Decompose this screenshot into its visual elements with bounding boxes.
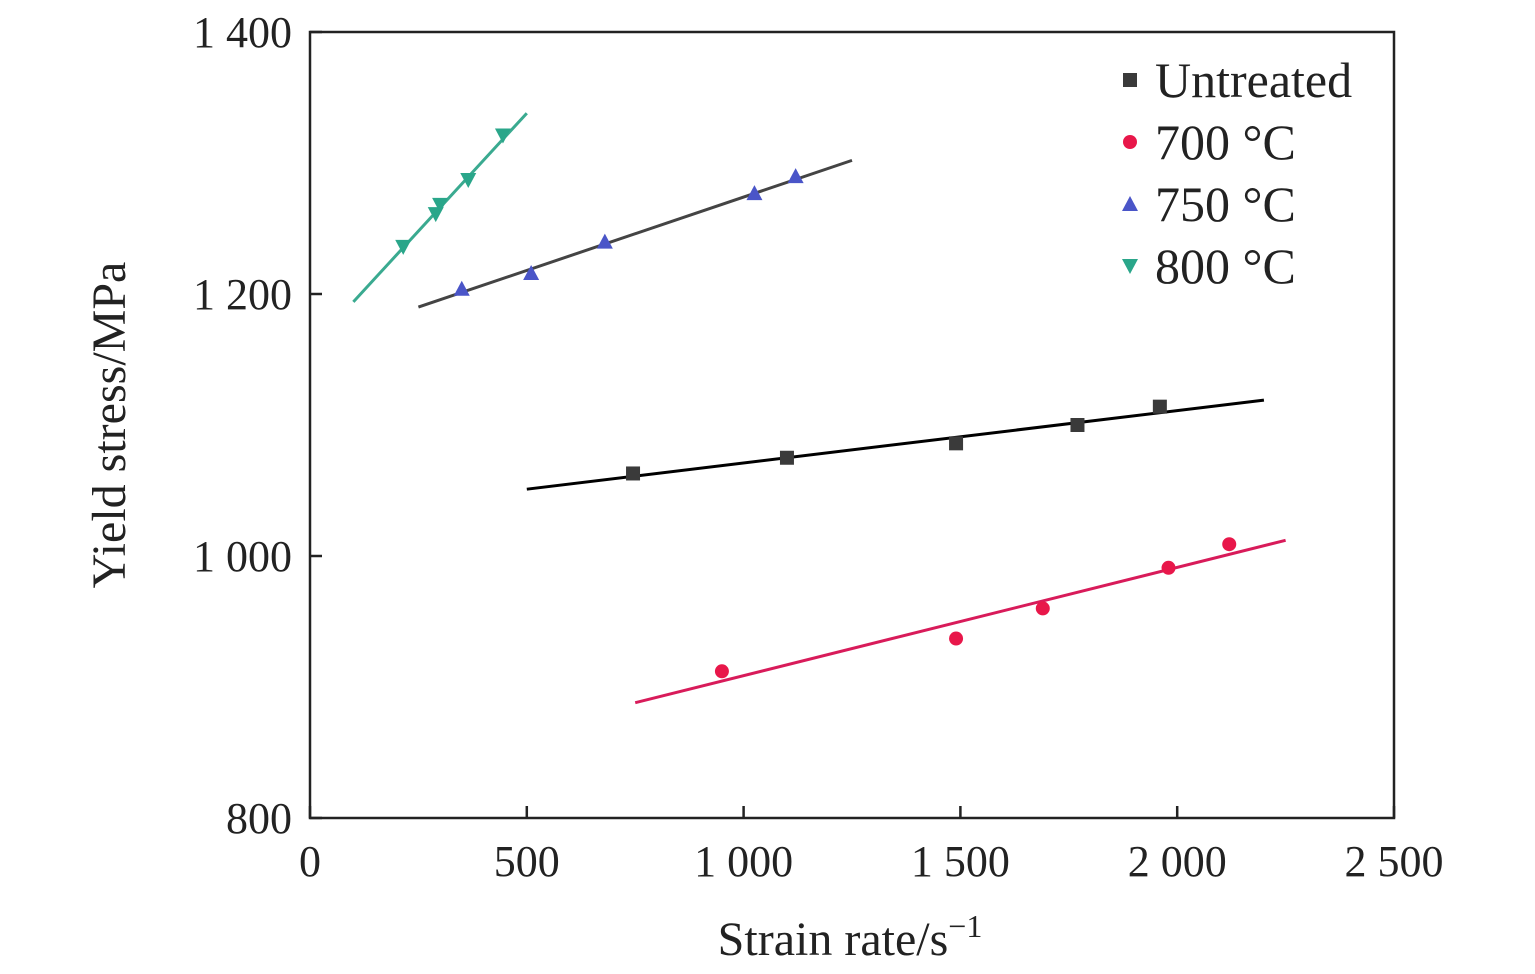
series-2-point bbox=[596, 233, 613, 249]
series-0-fit-line bbox=[526, 398, 1265, 491]
series-0-point bbox=[626, 466, 641, 481]
series-1-point bbox=[949, 631, 964, 646]
series-2-fit-line bbox=[417, 158, 853, 309]
series-3-point bbox=[460, 173, 477, 189]
legend-label-3: 800 °C bbox=[1155, 238, 1296, 294]
y-tick-label: 1 400 bbox=[193, 8, 292, 57]
series-3-point bbox=[395, 239, 412, 255]
series-0-point bbox=[779, 450, 794, 465]
plot-frame bbox=[308, 30, 1396, 820]
x-tick-label: 1 000 bbox=[694, 837, 793, 886]
x-tick-label: 2 000 bbox=[1128, 837, 1227, 886]
x-tick-label: 2 500 bbox=[1345, 837, 1444, 886]
legend-marker-3 bbox=[1122, 259, 1138, 274]
legend-label-0: Untreated bbox=[1155, 52, 1352, 108]
y-tick-label: 1 200 bbox=[193, 270, 292, 319]
x-tick-label: 0 bbox=[299, 837, 321, 886]
series-1-point bbox=[1035, 601, 1050, 616]
y-tick-label: 800 bbox=[226, 794, 292, 843]
legend-marker-0 bbox=[1123, 73, 1137, 87]
x-tick-label: 500 bbox=[494, 837, 560, 886]
data-markers bbox=[395, 128, 1237, 679]
series-1-point bbox=[1161, 560, 1176, 575]
series-2-point bbox=[746, 185, 763, 201]
x-tick-label: 1 500 bbox=[911, 837, 1010, 886]
legend-marker-2 bbox=[1122, 196, 1138, 211]
series-1-point bbox=[1222, 537, 1237, 552]
legend-label-2: 750 °C bbox=[1155, 176, 1296, 232]
y-tick-label: 1 000 bbox=[193, 532, 292, 581]
series-1-point bbox=[714, 664, 729, 679]
series-2-point bbox=[523, 265, 540, 281]
legend: Untreated 700 °C 750 °C 800 °C bbox=[1122, 52, 1352, 294]
series-2-point bbox=[787, 168, 804, 184]
series-0-point bbox=[1152, 399, 1167, 414]
series-3-point bbox=[494, 128, 511, 144]
series-1-fit-line bbox=[634, 538, 1286, 705]
y-axis: 800 1 000 1 200 1 400 bbox=[193, 8, 322, 843]
legend-marker-1 bbox=[1123, 135, 1137, 149]
series-0-point bbox=[949, 436, 964, 451]
legend-label-1: 700 °C bbox=[1155, 114, 1296, 170]
series-0-point bbox=[1070, 418, 1085, 432]
series-2-point bbox=[453, 280, 470, 296]
series-3-point bbox=[432, 197, 449, 213]
x-axis-title: Strain rate/s−1 bbox=[718, 908, 983, 966]
fit-lines bbox=[352, 112, 1286, 705]
x-axis: 0 500 1 000 1 500 2 000 2 500 bbox=[299, 806, 1444, 886]
x-axis-title-superscript: −1 bbox=[948, 908, 982, 944]
y-axis-title: Yield stress/MPa bbox=[83, 262, 136, 589]
